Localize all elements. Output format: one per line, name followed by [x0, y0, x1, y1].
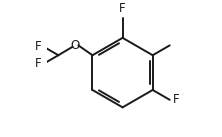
Text: F: F	[34, 57, 41, 70]
Text: F: F	[34, 40, 41, 53]
Text: F: F	[173, 93, 179, 106]
Text: O: O	[71, 39, 80, 52]
Text: F: F	[119, 2, 126, 15]
